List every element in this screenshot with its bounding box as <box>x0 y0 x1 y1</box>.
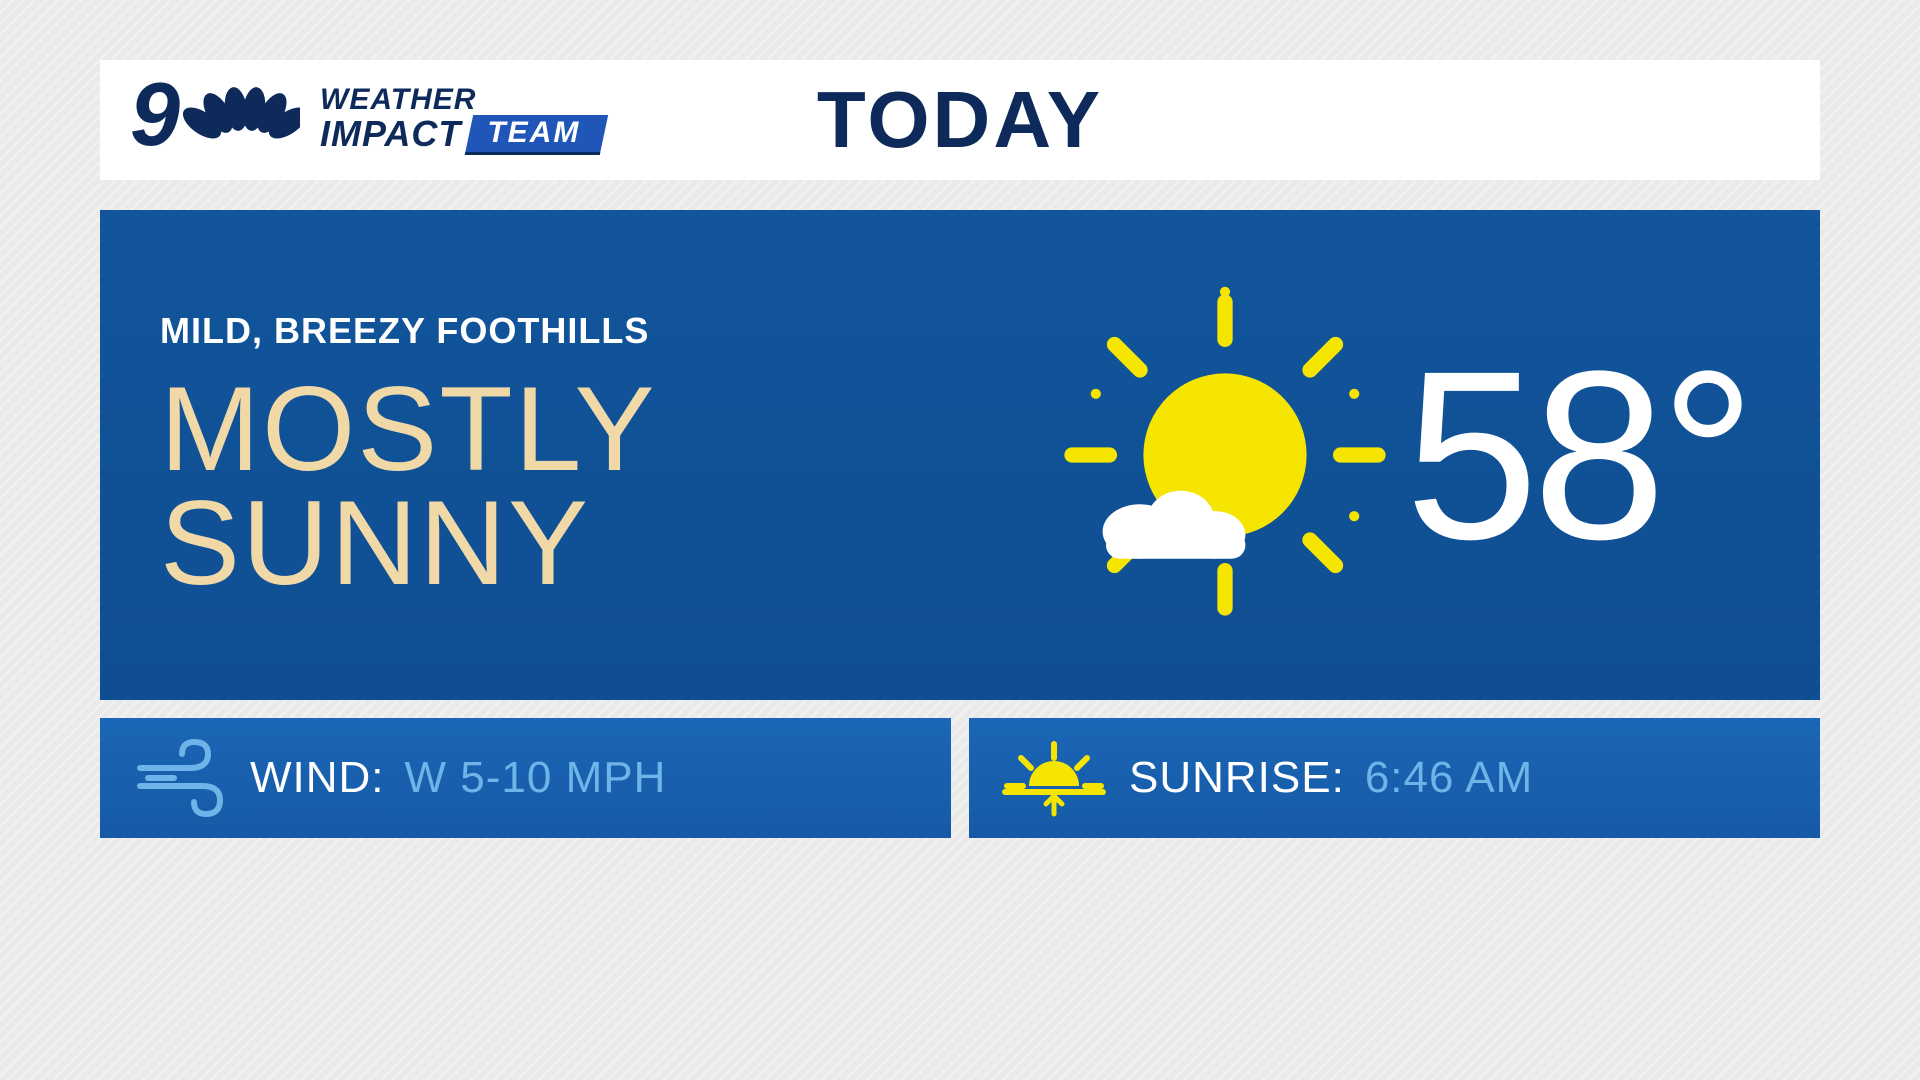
mostly-sunny-icon <box>1045 285 1405 625</box>
brand-text: WEATHER IMPACT TEAM <box>320 86 604 154</box>
forecast-subhead: MILD, BREEZY FOOTHILLS <box>160 310 1045 352</box>
info-row: WIND: W 5-10 MPH <box>100 718 1820 838</box>
sunrise-card: SUNRISE: 6:46 AM <box>969 718 1820 838</box>
condition-line2: SUNNY <box>160 486 1045 600</box>
condition-line1: MOSTLY <box>160 372 1045 486</box>
brand-weather: WEATHER <box>320 86 604 115</box>
wind-label: WIND: <box>250 753 385 803</box>
sunrise-icon <box>999 738 1109 818</box>
temperature: 58° <box>1405 335 1760 575</box>
header-bar: 9 WEATHER IMPACT TEAM <box>100 60 1820 180</box>
svg-text:9: 9 <box>130 75 180 165</box>
sunrise-value: 6:46 AM <box>1365 753 1533 803</box>
nine-nbc-logo: 9 <box>130 75 300 165</box>
sunrise-label: SUNRISE: <box>1129 753 1345 803</box>
wind-value: W 5-10 MPH <box>405 753 667 803</box>
weather-graphic: 9 WEATHER IMPACT TEAM <box>0 0 1920 1080</box>
brand-impact: IMPACT <box>320 117 461 151</box>
forecast-text: MILD, BREEZY FOOTHILLS MOSTLY SUNNY <box>160 310 1045 600</box>
forecast-panel: MILD, BREEZY FOOTHILLS MOSTLY SUNNY <box>100 210 1820 700</box>
station-logo: 9 WEATHER IMPACT TEAM <box>130 75 604 165</box>
brand-team-tag: TEAM <box>465 115 608 155</box>
wind-card: WIND: W 5-10 MPH <box>100 718 951 838</box>
wind-icon <box>130 738 230 818</box>
